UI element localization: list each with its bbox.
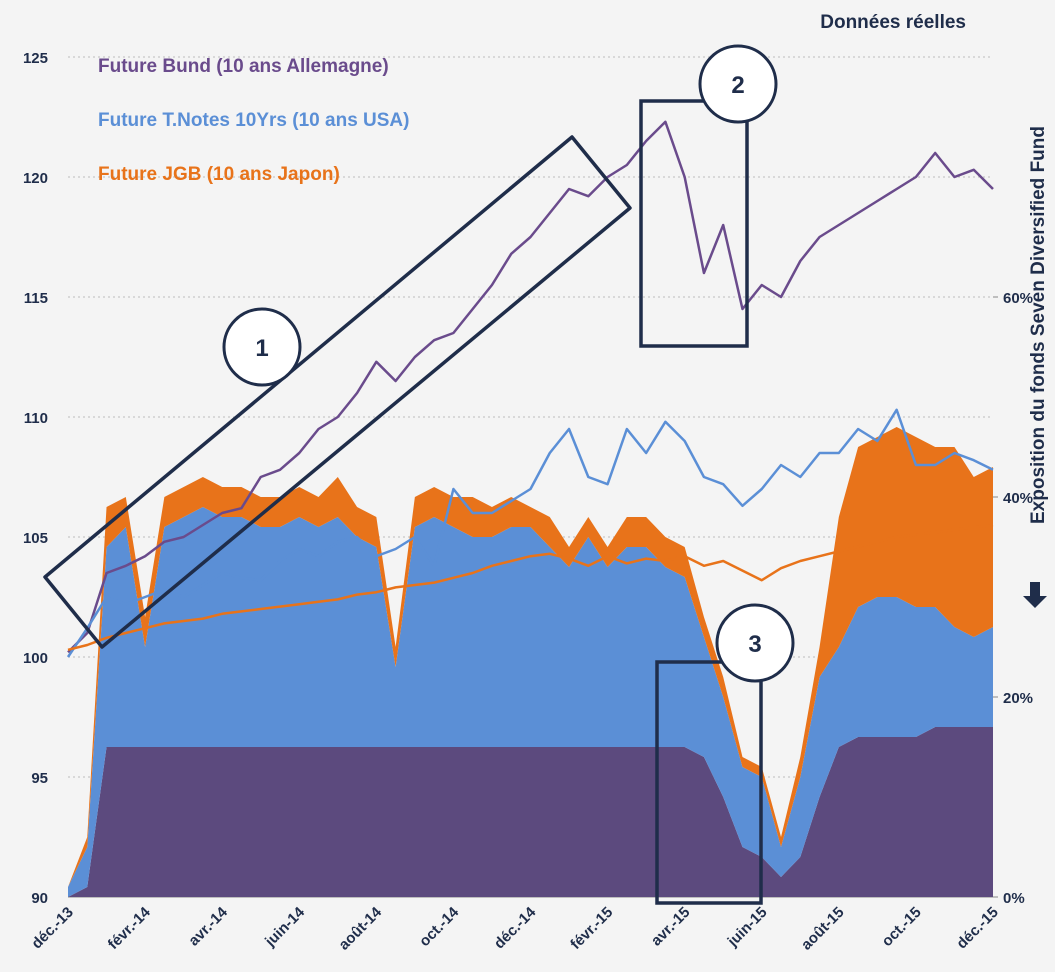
- subtitle: Données réelles: [820, 12, 966, 33]
- legend-entry: Future JGB (10 ans Japon): [98, 164, 340, 185]
- line: [67, 523, 994, 652]
- stacked-area: [68, 727, 993, 897]
- annotation-box: [655, 660, 763, 905]
- y-tick-label: 90: [31, 890, 48, 907]
- line: [66, 408, 994, 658]
- annotation: 3: [748, 631, 761, 658]
- legend-entry: Future Bund (10 ans Allemagne): [98, 56, 389, 77]
- annotation-boxes: [43, 99, 763, 905]
- annotation: 1: [255, 335, 268, 362]
- y-tick-label: 105: [23, 530, 48, 547]
- y-tick-label: 125: [23, 50, 48, 67]
- y2-axis-label: Exposition du fonds Seven Diversified Fu…: [1028, 126, 1049, 524]
- annotation-circle: [715, 603, 795, 683]
- y2-tick-label: 60%: [1003, 290, 1033, 307]
- arrow-icon: [1023, 582, 1047, 608]
- y2-tick-label: 40%: [1003, 490, 1033, 507]
- annotation-circle: [698, 44, 778, 124]
- legend-entry: Future T.Notes 10Yrs (10 ans USA): [98, 110, 409, 131]
- y-tick-label: 110: [24, 410, 48, 427]
- y2-tick-label: 0%: [1003, 890, 1025, 907]
- annotation-box: [639, 99, 749, 348]
- annotation-circles: [222, 44, 795, 683]
- line: [67, 120, 994, 654]
- annotation: 2: [731, 72, 744, 99]
- y-tick-label: 95: [31, 770, 48, 787]
- y-tick-label: 100: [23, 650, 48, 667]
- y-tick-label: 120: [23, 170, 48, 187]
- annotation-circle: [222, 307, 302, 387]
- y2-tick-label: 20%: [1003, 690, 1033, 707]
- y-tick-label: 115: [24, 290, 48, 307]
- annotation-box: [43, 135, 632, 649]
